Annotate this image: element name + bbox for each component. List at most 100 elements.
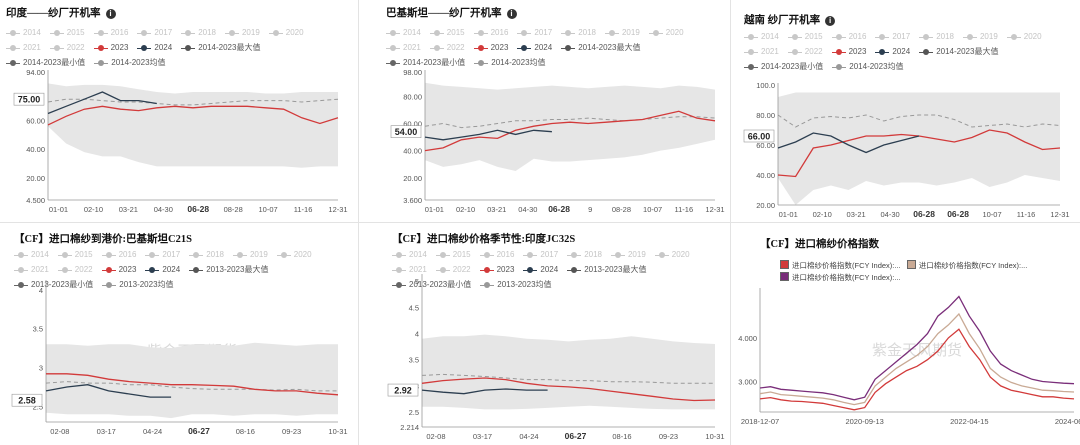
x-tick-label: 06-28	[947, 209, 969, 219]
legend-item[interactable]: 2019	[232, 248, 268, 262]
legend-item[interactable]: 2021	[14, 263, 49, 277]
legend-item[interactable]: 2014-2023最小值	[744, 60, 823, 74]
legend-marker-icon	[567, 267, 582, 273]
legend-marker-icon	[517, 30, 532, 36]
legend-item[interactable]: 2021	[6, 41, 41, 55]
legend-item[interactable]: 2019	[962, 30, 998, 44]
y-tick-label: 40.00	[756, 171, 775, 180]
legend-item[interactable]: 2024	[523, 263, 558, 277]
legend-item[interactable]: 2021	[386, 41, 421, 55]
legend-item[interactable]: 2018	[189, 248, 224, 262]
y-tick-label: 80.00	[756, 111, 775, 120]
legend-item[interactable]: 2014-2023均值	[94, 56, 166, 70]
legend-item[interactable]: 2014	[14, 248, 49, 262]
legend-item[interactable]: 2018	[181, 26, 216, 40]
legend-item[interactable]: 2024	[137, 41, 172, 55]
legend-item[interactable]: 2013-2023最小值	[392, 278, 471, 292]
legend-item[interactable]: 2017	[523, 248, 558, 262]
legend-item[interactable]: 2014-2023最小值	[6, 56, 85, 70]
y-tick-label: 100.0	[756, 81, 775, 90]
series-line-2023	[424, 110, 716, 152]
legend-item[interactable]: 2020	[268, 26, 304, 40]
x-tick-label: 09-23	[659, 432, 678, 441]
y-tick-label: 20.00	[403, 174, 422, 183]
legend-item[interactable]: 2023	[831, 45, 866, 59]
legend-item[interactable]: 2016	[831, 30, 866, 44]
legend-item[interactable]: 2021	[392, 263, 427, 277]
chart-legend: 2014 2015 2016 2017 2018 2019 2020 2021 2022 2023…	[392, 248, 722, 293]
info-icon[interactable]: i	[105, 8, 116, 19]
legend-item[interactable]: 2022	[429, 41, 465, 55]
legend-item[interactable]: 2015	[435, 248, 471, 262]
legend-label: 2020	[285, 28, 304, 37]
legend-item[interactable]: 2024	[517, 41, 552, 55]
legend-item[interactable]: 2019	[224, 26, 260, 40]
legend-item[interactable]: 2022	[787, 45, 823, 59]
legend-item[interactable]: 2014-2023最大值	[919, 45, 998, 59]
legend-item[interactable]: 2020	[276, 248, 312, 262]
chart-plot: 紫金天风期货20.0040.0060.0080.00100.001-0102-1…	[743, 81, 1070, 219]
legend-item[interactable]: 2014-2023最大值	[181, 41, 260, 55]
current-value-label: 2.92	[394, 386, 412, 396]
legend-item[interactable]: 2020	[648, 26, 684, 40]
legend-item[interactable]: 2022	[49, 41, 85, 55]
current-value-box	[390, 125, 422, 138]
info-icon[interactable]: i	[506, 8, 517, 19]
legend-item[interactable]: 2013-2023均值	[102, 278, 174, 292]
legend-item[interactable]: 2016	[473, 26, 509, 40]
current-value-box	[13, 92, 45, 106]
legend-item[interactable]: 2016	[101, 248, 136, 262]
legend-item[interactable]: 2013-2023均值	[480, 278, 552, 292]
legend-item[interactable]: 2023	[479, 263, 514, 277]
legend-item[interactable]: 2015	[429, 26, 465, 40]
legend-label: 2020	[665, 28, 684, 37]
legend-item[interactable]: 2014	[744, 30, 779, 44]
legend-item[interactable]: 2014	[392, 248, 427, 262]
legend-item[interactable]: 2013-2023最大值	[567, 263, 646, 277]
legend-item[interactable]: 2020	[1006, 30, 1042, 44]
legend-item[interactable]: 2017	[517, 26, 552, 40]
legend-marker-icon	[479, 252, 494, 258]
range-band	[422, 334, 715, 410]
legend-item[interactable]: 2013-2023最大值	[189, 263, 268, 277]
legend-item[interactable]: 2015	[787, 30, 823, 44]
legend-item[interactable]: 2019	[610, 248, 646, 262]
legend-item[interactable]: 2017	[145, 248, 180, 262]
x-tick-label: 2022-04-15	[950, 417, 988, 426]
legend-item[interactable]: 2015	[57, 248, 93, 262]
chart-title: 【CF】进口棉纱价格季节性:印度JC32S	[392, 234, 576, 245]
legend-item[interactable]: 2024	[875, 45, 910, 59]
info-icon[interactable]: i	[825, 15, 836, 26]
legend-item[interactable]: 2021	[744, 45, 779, 59]
legend-item[interactable]: 2016	[479, 248, 514, 262]
legend-item[interactable]: 2018	[567, 248, 602, 262]
legend-item[interactable]: 2017	[875, 30, 910, 44]
legend-item[interactable]: 2014-2023均值	[474, 56, 546, 70]
y-tick-label: 60.00	[756, 141, 775, 150]
legend-item[interactable]: 2014	[386, 26, 421, 40]
legend-item[interactable]: 2013-2023最小值	[14, 278, 93, 292]
legend-item[interactable]: 2018	[919, 30, 954, 44]
chart-plot: 紫金天风期货2.533.5402-0803-1704-2406-2708-160…	[11, 280, 348, 436]
legend-item[interactable]: 2023	[473, 41, 508, 55]
legend-item[interactable]: 2020	[654, 248, 690, 262]
legend-item[interactable]: 2016	[93, 26, 128, 40]
legend-item[interactable]: 2023	[93, 41, 128, 55]
legend-item[interactable]: 2024	[145, 263, 180, 277]
legend-item[interactable]: 2017	[137, 26, 172, 40]
legend-item[interactable]: 2022	[435, 263, 471, 277]
legend-label: 2018	[936, 32, 954, 41]
chart-panel-cf-pakistan: 【CF】进口棉纱到港价:巴基斯坦C21S 2014 2015 2016 2017 201…	[0, 226, 356, 445]
legend-item[interactable]: 2018	[561, 26, 596, 40]
legend-label: 2016	[490, 28, 509, 37]
legend-item[interactable]: 2022	[57, 263, 93, 277]
y-tick-label: 3.5	[33, 325, 43, 334]
legend-item[interactable]: 2015	[49, 26, 85, 40]
legend-item[interactable]: 2014	[6, 26, 41, 40]
legend-item[interactable]: 2014-2023最大值	[561, 41, 640, 55]
legend-item[interactable]: 2023	[101, 263, 136, 277]
legend-label: 2013-2023均值	[119, 280, 174, 289]
legend-item[interactable]: 2014-2023最小值	[386, 56, 465, 70]
legend-item[interactable]: 2019	[604, 26, 640, 40]
legend-item[interactable]: 2014-2023均值	[832, 60, 904, 74]
